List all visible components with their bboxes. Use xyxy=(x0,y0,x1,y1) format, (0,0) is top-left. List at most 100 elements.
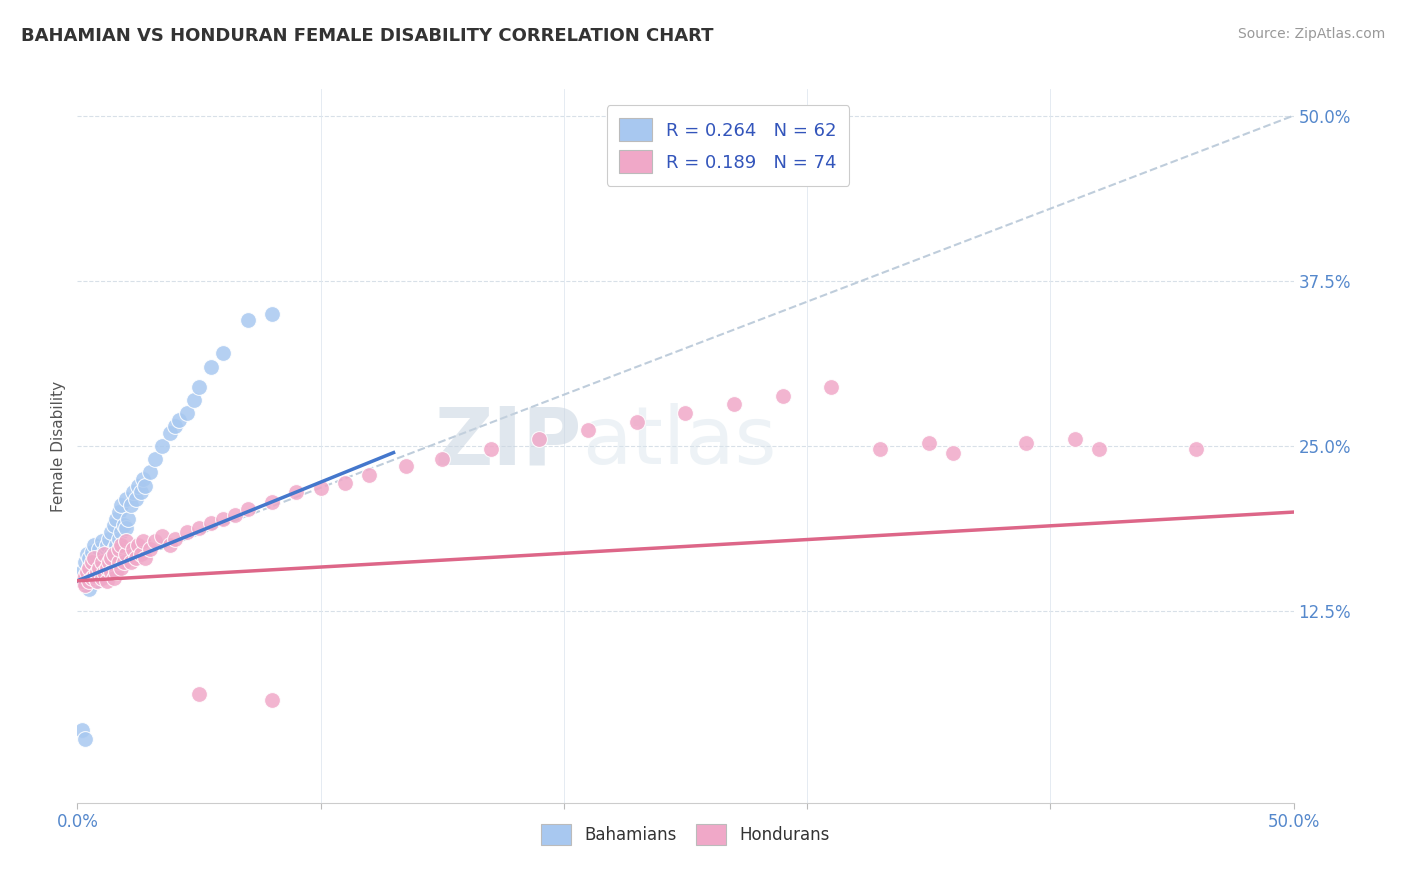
Point xyxy=(90,555,112,569)
Point xyxy=(143,452,166,467)
Text: Source: ZipAtlas.com: Source: ZipAtlas.com xyxy=(1237,27,1385,41)
Point xyxy=(143,534,166,549)
Point xyxy=(70,723,93,738)
Point xyxy=(100,547,122,561)
Point xyxy=(76,547,98,561)
Point xyxy=(105,511,128,525)
Point xyxy=(100,524,122,539)
Point xyxy=(152,439,174,453)
Point xyxy=(83,568,105,582)
Point xyxy=(285,485,308,500)
Point xyxy=(395,458,418,473)
Point xyxy=(430,452,453,467)
Point xyxy=(159,538,181,552)
Point xyxy=(80,545,103,559)
Point xyxy=(73,568,96,582)
Point xyxy=(129,547,152,561)
Point xyxy=(89,542,111,557)
Point xyxy=(115,521,138,535)
Point xyxy=(576,423,599,437)
Point xyxy=(127,538,149,552)
Point xyxy=(163,419,186,434)
Point xyxy=(83,538,105,552)
Point xyxy=(103,547,125,561)
Point xyxy=(93,551,115,566)
Point xyxy=(479,442,502,456)
Point xyxy=(90,565,112,579)
Point xyxy=(110,538,132,552)
Point xyxy=(120,499,142,513)
Point xyxy=(93,565,115,579)
Point xyxy=(79,560,101,574)
Point xyxy=(869,442,891,456)
Point xyxy=(86,551,108,566)
Point xyxy=(96,560,118,574)
Text: ZIP: ZIP xyxy=(434,403,582,482)
Point xyxy=(90,555,112,569)
Point xyxy=(675,406,697,420)
Point xyxy=(90,571,112,585)
Point xyxy=(115,547,138,561)
Point xyxy=(183,392,205,407)
Point xyxy=(103,571,125,585)
Text: BAHAMIAN VS HONDURAN FEMALE DISABILITY CORRELATION CHART: BAHAMIAN VS HONDURAN FEMALE DISABILITY C… xyxy=(21,27,714,45)
Point xyxy=(309,481,332,495)
Point xyxy=(97,555,120,569)
Point xyxy=(103,542,125,557)
Point xyxy=(117,511,139,525)
Point xyxy=(200,516,222,530)
Point xyxy=(132,534,155,549)
Text: atlas: atlas xyxy=(582,403,776,482)
Point xyxy=(107,555,129,569)
Point xyxy=(1015,436,1038,450)
Point xyxy=(188,688,211,702)
Point xyxy=(139,542,162,557)
Point xyxy=(529,433,551,447)
Point xyxy=(73,578,96,592)
Point xyxy=(100,551,122,566)
Point xyxy=(1088,442,1111,456)
Point xyxy=(79,551,101,566)
Point xyxy=(132,472,155,486)
Point xyxy=(93,545,115,559)
Point xyxy=(120,555,142,569)
Point xyxy=(134,551,156,566)
Point xyxy=(115,491,138,506)
Point xyxy=(333,475,356,490)
Point xyxy=(115,534,138,549)
Point xyxy=(188,379,211,393)
Point xyxy=(112,555,135,569)
Point xyxy=(105,565,128,579)
Point xyxy=(105,538,128,552)
Point xyxy=(772,389,794,403)
Point xyxy=(83,551,105,566)
Point xyxy=(86,565,108,579)
Point xyxy=(212,511,235,525)
Point xyxy=(200,359,222,374)
Point xyxy=(73,555,96,569)
Point xyxy=(86,574,108,588)
Point xyxy=(942,445,965,459)
Point xyxy=(1063,433,1085,447)
Point xyxy=(89,560,111,574)
Point xyxy=(125,491,148,506)
Point xyxy=(86,574,108,588)
Point xyxy=(90,534,112,549)
Point xyxy=(107,505,129,519)
Point xyxy=(134,478,156,492)
Point xyxy=(188,521,211,535)
Point xyxy=(626,415,648,429)
Point xyxy=(107,532,129,546)
Point xyxy=(129,485,152,500)
Point xyxy=(79,574,101,588)
Point xyxy=(96,574,118,588)
Point xyxy=(212,346,235,360)
Point xyxy=(76,571,98,585)
Point xyxy=(96,560,118,574)
Point xyxy=(89,560,111,574)
Point xyxy=(112,518,135,533)
Point xyxy=(80,568,103,582)
Point xyxy=(79,560,101,574)
Point xyxy=(110,524,132,539)
Point xyxy=(97,555,120,569)
